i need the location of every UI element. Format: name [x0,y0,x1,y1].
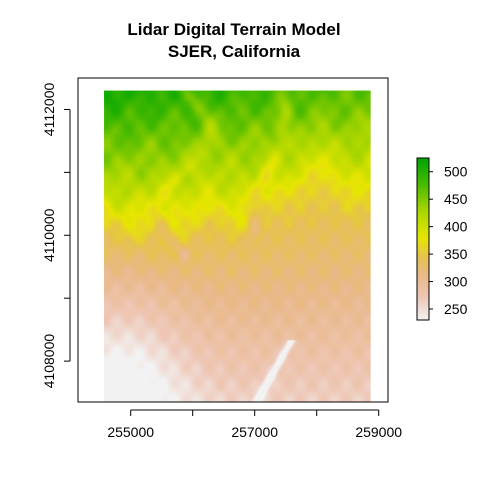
x-tick-label: 259000 [355,424,402,440]
color-legend: 250 300 350 400 450 500 [416,157,468,321]
y-tick-label: 4110000 [41,208,57,262]
legend-tick-label: 350 [444,246,468,262]
x-tick-label: 255000 [107,424,154,440]
x-axis: 255000 257000 259000 [107,409,402,440]
y-axis: 4108000 4110000 4112000 [41,83,71,389]
plot-frame [77,77,389,403]
legend-tick-label: 400 [444,219,468,235]
chart-subtitle: SJER, California [168,42,301,61]
legend-ticks: 250 300 350 400 450 500 [429,164,468,317]
elevation-raster [104,90,371,403]
legend-tick-label: 450 [444,191,468,207]
x-tick-label: 257000 [231,424,278,440]
legend-frame [416,157,430,321]
legend-tick-label: 300 [444,274,468,290]
y-tick-label: 4108000 [41,334,57,389]
legend-tick-label: 500 [444,164,468,180]
legend-tick-label: 250 [444,301,468,317]
legend-colorbar [417,158,429,320]
chart-title: Lidar Digital Terrain Model [127,20,340,39]
y-tick-label: 4112000 [41,83,57,137]
plot-area [77,77,389,403]
